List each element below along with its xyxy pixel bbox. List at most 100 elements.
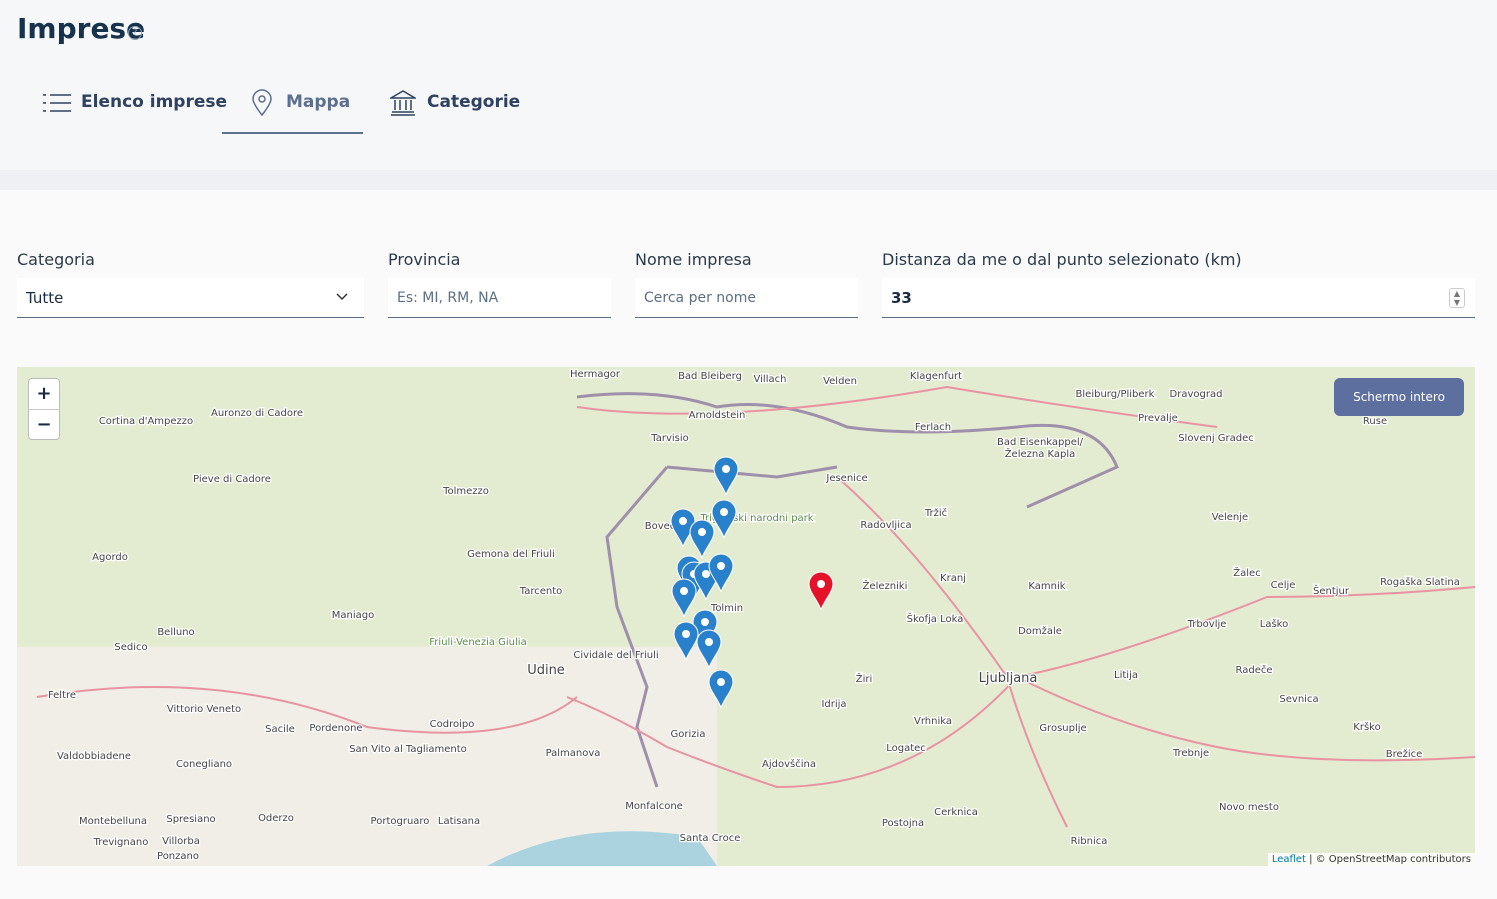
- place-label: Domžale: [1018, 625, 1062, 637]
- place-label: Cerknica: [934, 807, 978, 818]
- place-label: Bovec: [645, 521, 676, 532]
- place-label: Cividale del Friuli: [573, 650, 658, 661]
- map-marker[interactable]: [671, 578, 697, 618]
- place-label: Bad Eisenkappel/: [997, 437, 1084, 448]
- placeholder: Es: MI, RM, NA: [397, 290, 499, 306]
- place-label: Žiri: [856, 672, 873, 685]
- place-label: Gorizia: [671, 729, 706, 740]
- map-marker[interactable]: [713, 456, 739, 496]
- header-bg: [0, 0, 1497, 170]
- place-label: Velenje: [1212, 512, 1248, 523]
- place-label: Ljubljana: [979, 671, 1038, 686]
- place-label: Ponzano: [157, 851, 199, 862]
- place-label: Žalec: [1233, 566, 1260, 579]
- place-label: Tolmezzo: [442, 486, 489, 497]
- zoom-out[interactable]: −: [36, 414, 52, 435]
- bank-icon: [390, 90, 416, 116]
- page-title: Imprese: [17, 12, 146, 45]
- place-label: Šentjur: [1313, 584, 1350, 597]
- place-label: Velden: [823, 376, 857, 387]
- place-label: Klagenfurt: [910, 371, 962, 382]
- filter-label: Distanza da me o dal punto selezionato (…: [882, 250, 1242, 269]
- place-label: Laško: [1260, 618, 1288, 630]
- tab[interactable]: Categorie: [427, 92, 521, 112]
- place-label: Prevalje: [1138, 413, 1178, 424]
- place-label: Novo mesto: [1219, 802, 1279, 813]
- place-label: Kamnik: [1028, 581, 1065, 592]
- place-label: Radeče: [1235, 664, 1272, 676]
- place-label: Slovenj Gradec: [1178, 433, 1254, 444]
- input-value: 33: [891, 289, 912, 307]
- place-label: Vrhnika: [914, 716, 952, 727]
- place-label: Bad Bleiberg: [678, 371, 742, 382]
- place-label: Udine: [527, 663, 565, 678]
- place-label: Tolmin: [710, 603, 743, 614]
- place-label: Belluno: [157, 627, 194, 638]
- map[interactable]: Hermagor Bad Bleiberg Villach Velden Klagenf…: [17, 367, 1475, 866]
- help-icon[interactable]: ?: [128, 26, 142, 40]
- filter-label: Provincia: [388, 250, 461, 269]
- map-marker[interactable]: [808, 571, 834, 611]
- place-label: Železna Kapla: [1005, 447, 1076, 460]
- name-input[interactable]: Cerca per nome: [635, 278, 858, 318]
- place-label: Spresiano: [166, 814, 215, 825]
- place-label: Maniago: [332, 610, 374, 621]
- pin-icon: [252, 89, 272, 117]
- place-label: Litija: [1114, 670, 1138, 681]
- tab[interactable]: Elenco imprese: [81, 92, 228, 112]
- filter-label: Nome impresa: [635, 250, 752, 269]
- place-label: Ferlach: [915, 422, 951, 433]
- place-label: Železniki: [863, 579, 908, 592]
- zoom-in[interactable]: +: [29, 379, 59, 410]
- place-label: Brežice: [1386, 748, 1423, 760]
- place-label: Agordo: [92, 552, 128, 563]
- place-label: Gemona del Friuli: [467, 549, 555, 560]
- zoom-control: + −: [28, 378, 60, 440]
- place-label: Krško: [1353, 721, 1380, 733]
- place-label: Oderzo: [258, 813, 294, 824]
- map-marker[interactable]: [708, 669, 734, 709]
- place-label: Ajdovščina: [762, 758, 816, 770]
- place-label: Feltre: [48, 690, 76, 701]
- place-label: Vittorio Veneto: [167, 704, 241, 715]
- attribution: Leaflet | © OpenStreetMap contributors: [1267, 853, 1475, 866]
- place-label: Arnoldstein: [689, 410, 746, 421]
- map-marker[interactable]: [696, 629, 722, 669]
- distance-input[interactable]: 33 ▲ ▼: [882, 278, 1475, 318]
- place-label: Tarcento: [519, 586, 563, 597]
- attribution-link[interactable]: Leaflet: [1271, 854, 1306, 865]
- spinner[interactable]: ▲ ▼: [1449, 288, 1465, 308]
- select-value: Tutte: [26, 289, 64, 307]
- place-label: Friuli-Venezia Giulia: [429, 637, 526, 648]
- place-label: Ribnica: [1071, 836, 1108, 847]
- map-marker[interactable]: [689, 519, 715, 559]
- attribution-text: | © OpenStreetMap contributors: [1309, 854, 1471, 865]
- map-tiles: Hermagor Bad Bleiberg Villach Velden Klagenf…: [17, 368, 1475, 866]
- place-label: Pordenone: [309, 723, 362, 734]
- place-label: Rogaška Slatina: [1380, 576, 1460, 588]
- map-marker[interactable]: [673, 621, 699, 661]
- place-label: Logatec: [886, 743, 926, 754]
- place-label: Codroipo: [430, 719, 475, 730]
- place-label: Tržič: [924, 507, 947, 519]
- place-label: Škofja Loka: [907, 612, 964, 625]
- place-label: Villorba: [162, 836, 200, 847]
- place-label: Radovljica: [860, 520, 911, 531]
- province-input[interactable]: Es: MI, RM, NA: [388, 278, 611, 318]
- place-label: Ruse: [1363, 416, 1387, 427]
- fullscreen-button[interactable]: Schermo intero: [1334, 378, 1464, 416]
- category-select[interactable]: Tutte: [17, 278, 364, 318]
- chevron: [336, 293, 348, 301]
- tab[interactable]: Mappa: [286, 92, 351, 112]
- place-label: Sacile: [265, 724, 295, 735]
- place-label: Trevignano: [93, 837, 149, 848]
- divider: [0, 170, 1497, 190]
- place-label: Kranj: [940, 573, 966, 584]
- map-marker[interactable]: [711, 499, 737, 539]
- filter-label: Categoria: [17, 250, 95, 269]
- place-label: San Vito al Tagliamento: [349, 744, 467, 755]
- map-marker[interactable]: [708, 553, 734, 593]
- place-label: Bleiburg/Pliberk: [1076, 389, 1155, 400]
- place-label: Dravograd: [1170, 389, 1223, 400]
